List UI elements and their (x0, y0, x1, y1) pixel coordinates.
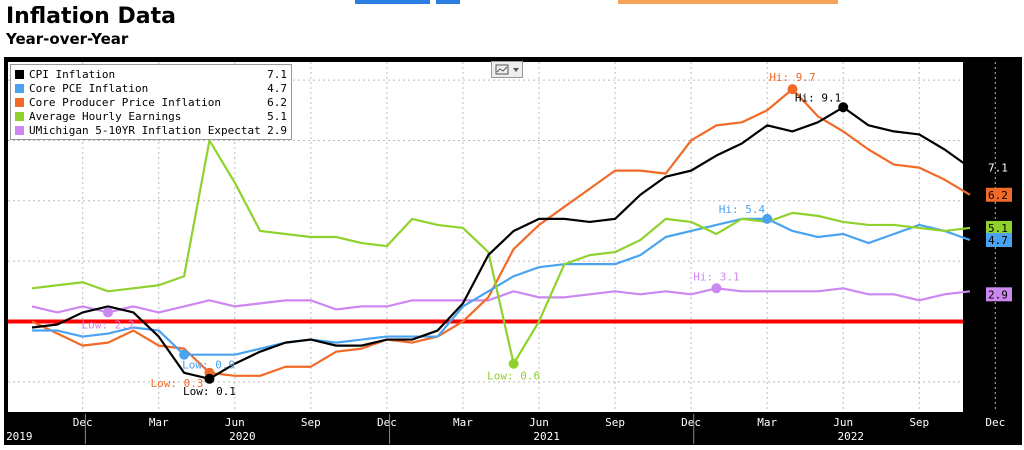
chart-legend: CPI Inflation 7.1 Core PCE Inflation 4.7 Cor… (10, 64, 292, 140)
annotation-label: Hi: 3.1 (693, 270, 739, 283)
top-accent-orange (618, 0, 838, 4)
legend-item: UMichigan 5-10YR Inflation Expectations 2… (15, 123, 287, 137)
end-label-value: 4.7 (988, 234, 1008, 247)
annotation-label: Hi: 9.7 (769, 71, 815, 84)
x-tick-label: Sep (605, 416, 625, 429)
x-tick-label: Mar (149, 416, 169, 429)
annotation-label: Low: 2.2 (82, 318, 135, 331)
end-label-box (986, 287, 1012, 302)
y-tick-label: 4.0 (988, 255, 1008, 268)
top-accent-blue-2 (436, 0, 460, 4)
y-tick-label: 0.0 (988, 376, 1008, 389)
legend-value: 7.1 (267, 67, 287, 81)
x-tick-label: Dec (73, 416, 93, 429)
x-tick-label: Sep (909, 416, 929, 429)
x-tick-label: Dec (985, 416, 1005, 429)
legend-value: 5.1 (267, 109, 287, 123)
legend-swatch (15, 125, 24, 135)
annotation-marker (787, 84, 798, 95)
annotation-marker (179, 349, 190, 360)
legend-swatch (15, 83, 24, 93)
annotation-marker (508, 358, 519, 369)
end-label-value: 2.9 (988, 288, 1008, 301)
series-line-ahe (31, 139, 971, 365)
legend-item: Average Hourly Earnings 5.1 (15, 109, 287, 123)
x-tick-label: Jun (529, 416, 549, 429)
legend-label: Core PCE Inflation (29, 81, 149, 95)
x-tick-label: Mar (453, 416, 473, 429)
annotation-label: Hi: 5.4 (719, 203, 766, 216)
end-label-box (986, 233, 1012, 248)
legend-item: Core PCE Inflation 4.7 (15, 81, 287, 95)
legend-swatch (15, 111, 24, 121)
annotation-marker (204, 373, 215, 384)
legend-value: 4.7 (267, 81, 287, 95)
annotation-marker (711, 283, 722, 294)
x-year-label: 2021 (533, 430, 560, 443)
chart-title: Inflation Data (6, 4, 176, 29)
legend-item: CPI Inflation 7.1 (15, 67, 287, 81)
x-tick-label: Mar (757, 416, 777, 429)
annotation-marker (103, 307, 114, 318)
annotation-marker (838, 102, 849, 113)
annotation-label: Hi: 9.1 (795, 91, 841, 104)
legend-swatch (15, 97, 24, 107)
series-line-umich (31, 287, 971, 314)
x-tick-label: Jun (833, 416, 853, 429)
annotation-marker (762, 213, 773, 224)
x-tick-label: Sep (301, 416, 321, 429)
legend-label: CPI Inflation (29, 67, 116, 81)
end-label-value: 7.1 (988, 162, 1008, 175)
chart-subtitle: Year-over-Year (6, 30, 129, 48)
legend-label: Core Producer Price Inflation (29, 95, 222, 109)
end-label-box (986, 187, 1012, 202)
annotation-label: Low: 0.9 (182, 359, 235, 372)
legend-swatch (15, 69, 24, 79)
y-tick-label: 2.0 (988, 315, 1008, 328)
annotation-label: Low: 0.1 (183, 385, 236, 398)
x-year-label: 2022 (838, 430, 865, 443)
legend-label: Average Hourly Earnings (29, 109, 182, 123)
end-label-value: 5.1 (988, 222, 1008, 235)
chart-type-button[interactable] (491, 61, 523, 78)
y-tick-label: 8.0 (988, 134, 1008, 147)
annotation-label: Low: 0.3 (150, 377, 203, 390)
legend-label: UMichigan 5-10YR Inflation Expectations (29, 123, 261, 137)
x-year-label: 2019 (6, 430, 33, 443)
end-label-box (986, 220, 1012, 235)
annotation-label: Low: 0.6 (487, 370, 540, 383)
legend-value: 2.9 (267, 123, 287, 137)
y-tick-label: 10.0 (988, 74, 1015, 87)
legend-value: 6.2 (267, 95, 287, 109)
title-block: Inflation Data Year-over-Year (6, 4, 176, 48)
x-tick-label: Dec (681, 416, 701, 429)
x-year-label: 2020 (229, 430, 256, 443)
x-tick-label: Dec (377, 416, 397, 429)
chart-type-icon (495, 64, 519, 75)
x-tick-label: Jun (225, 416, 245, 429)
series-line-cpi (31, 106, 971, 380)
top-accent-blue (355, 0, 430, 4)
end-label-value: 6.2 (988, 189, 1008, 202)
legend-item: Core Producer Price Inflation 6.2 (15, 95, 287, 109)
